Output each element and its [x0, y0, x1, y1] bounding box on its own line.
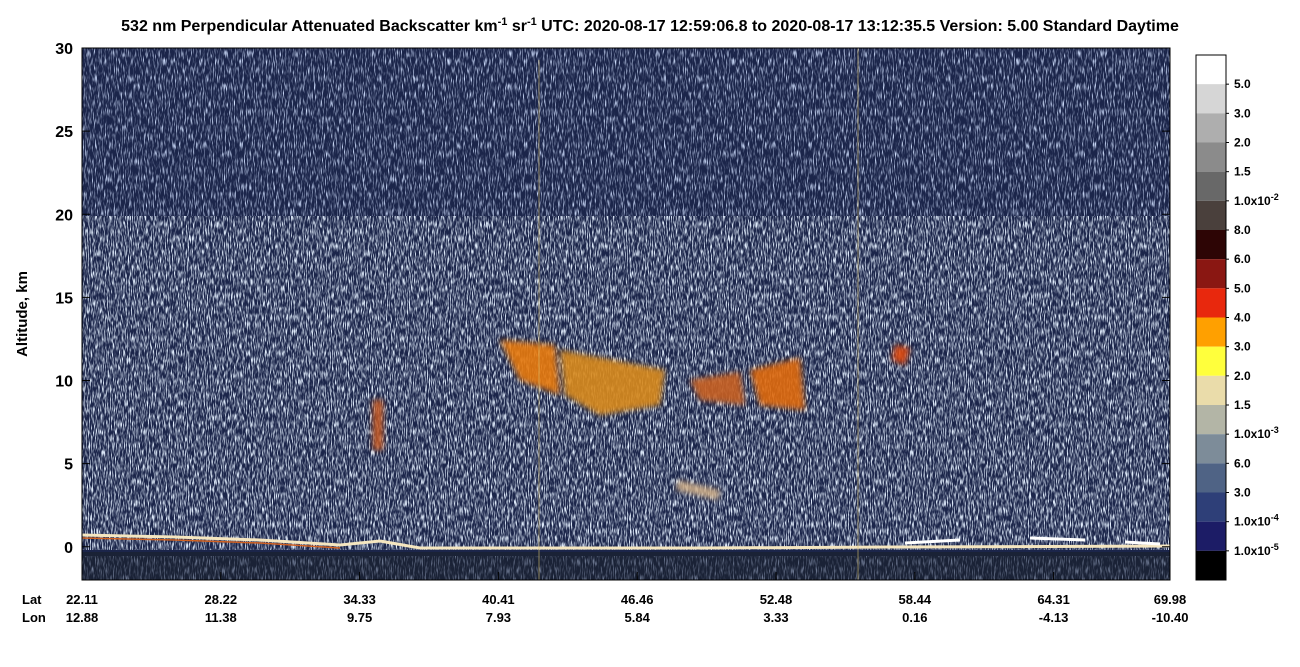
colorbar-tick-label: 3.0 [1234, 106, 1251, 120]
y-tick-label: 0 [64, 540, 73, 557]
colorbar-box [1196, 200, 1226, 230]
x-tick-label: 11.38 [205, 610, 237, 625]
x-tick-label: 5.84 [625, 610, 651, 625]
colorbar-tick-label: 8.0 [1234, 223, 1251, 237]
y-axis-label: Altitude, km [14, 271, 31, 357]
x-tick-label: 58.44 [899, 592, 932, 607]
colorbar-tick-label: 5.0 [1234, 77, 1251, 91]
title-part: -1 [527, 16, 537, 28]
colorbar-box [1196, 492, 1226, 522]
colorbar-tick-text: 3.0 [1234, 340, 1251, 354]
y-tick-label: 10 [55, 374, 73, 391]
plot-frame [81, 47, 1171, 581]
colorbar-box [1196, 230, 1226, 260]
colorbar: 5.03.02.01.51.0x10-28.06.05.04.03.02.01.… [1195, 54, 1279, 581]
colorbar-tick-text: 1.0x10 [1234, 427, 1271, 441]
colorbar-box [1196, 405, 1226, 435]
colorbar-tick-label: 5.0 [1234, 281, 1251, 295]
colorbar-box [1196, 375, 1226, 405]
colorbar-box [1196, 288, 1226, 318]
colorbar-tick-text: 1.0x10 [1234, 515, 1271, 529]
colorbar-tick-label: 4.0 [1234, 311, 1251, 325]
x-tick-label: 69.98 [1154, 592, 1187, 607]
colorbar-tick-text: 1.0x10 [1234, 194, 1271, 208]
colorbar-box [1196, 259, 1226, 289]
title-part: UTC: 2020-08-17 12:59:06.8 to 2020-08-17… [537, 18, 1179, 35]
colorbar-tick-label: 1.5 [1234, 398, 1251, 412]
colorbar-tick-text: 8.0 [1234, 223, 1251, 237]
x-row-label: Lat [22, 592, 42, 607]
colorbar-tick-text: 1.5 [1234, 165, 1251, 179]
x-tick-label: 34.33 [343, 592, 376, 607]
colorbar-tick-text: 3.0 [1234, 106, 1251, 120]
colorbar-tick-text: 2.0 [1234, 369, 1251, 383]
colorbar-box [1196, 317, 1226, 347]
colorbar-tick-label: 1.0x10-5 [1234, 542, 1279, 558]
y-tick-label: 15 [55, 290, 73, 307]
x-tick-label: 52.48 [760, 592, 793, 607]
colorbar-tick-label: 1.0x10-4 [1234, 513, 1279, 529]
x-tick-label: 12.88 [66, 610, 99, 625]
colorbar-tick-label: 1.5 [1234, 165, 1251, 179]
colorbar-box [1196, 55, 1226, 85]
title-part: -1 [498, 16, 508, 28]
colorbar-tick-text: 2.0 [1234, 136, 1251, 150]
x-tick-label: 40.41 [482, 592, 515, 607]
colorbar-tick-label: 3.0 [1234, 486, 1251, 500]
x-tick-label: 9.75 [347, 610, 372, 625]
y-tick-label: 25 [55, 124, 73, 141]
colorbar-box [1196, 346, 1226, 376]
x-tick-label: -10.40 [1152, 610, 1189, 625]
colorbar-tick-text: 5.0 [1234, 281, 1251, 295]
plot-image [81, 48, 1171, 580]
colorbar-tick-label: 6.0 [1234, 252, 1251, 266]
colorbar-tick-label: 6.0 [1234, 456, 1251, 470]
x-tick-label: -4.13 [1039, 610, 1069, 625]
chart-title: 532 nm Perpendicular Attenuated Backscat… [121, 16, 1179, 35]
x-tick-label: 0.16 [902, 610, 927, 625]
colorbar-tick-text: 6.0 [1234, 456, 1251, 470]
colorbar-tick-exponent: -2 [1271, 192, 1279, 202]
x-tick-label: 22.11 [66, 592, 98, 607]
colorbar-box [1196, 550, 1226, 580]
colorbar-tick-label: 2.0 [1234, 136, 1251, 150]
x-tick-label: 3.33 [763, 610, 788, 625]
x-tick-label: 46.46 [621, 592, 654, 607]
colorbar-tick-text: 6.0 [1234, 252, 1251, 266]
x-tick-label: 64.31 [1037, 592, 1070, 607]
colorbar-tick-exponent: -3 [1271, 425, 1279, 435]
x-tick-label: 28.22 [205, 592, 238, 607]
colorbar-tick-text: 4.0 [1234, 311, 1251, 325]
colorbar-tick-label: 1.0x10-2 [1234, 192, 1279, 208]
y-tick-label: 5 [64, 457, 73, 474]
title-part: sr [507, 18, 527, 35]
colorbar-tick-exponent: -5 [1271, 542, 1279, 552]
y-tick-label: 20 [55, 207, 73, 224]
x-row-label: Lon [22, 610, 46, 625]
x-tick-label: 7.93 [486, 610, 511, 625]
colorbar-tick-text: 3.0 [1234, 486, 1251, 500]
title-part: 532 nm Perpendicular Attenuated Backscat… [121, 18, 497, 35]
colorbar-box [1196, 113, 1226, 143]
colorbar-box [1196, 521, 1226, 551]
y-tick-label: 30 [55, 41, 73, 58]
colorbar-tick-text: 1.0x10 [1234, 544, 1271, 558]
colorbar-tick-label: 2.0 [1234, 369, 1251, 383]
colorbar-box [1196, 171, 1226, 201]
colorbar-tick-label: 3.0 [1234, 340, 1251, 354]
colorbar-tick-exponent: -4 [1271, 513, 1279, 523]
colorbar-tick-text: 1.5 [1234, 398, 1251, 412]
colorbar-box [1196, 434, 1226, 464]
colorbar-tick-text: 5.0 [1234, 77, 1251, 91]
colorbar-tick-label: 1.0x10-3 [1234, 425, 1279, 441]
colorbar-box [1196, 84, 1226, 114]
colorbar-box [1196, 463, 1226, 493]
colorbar-box [1196, 142, 1226, 172]
